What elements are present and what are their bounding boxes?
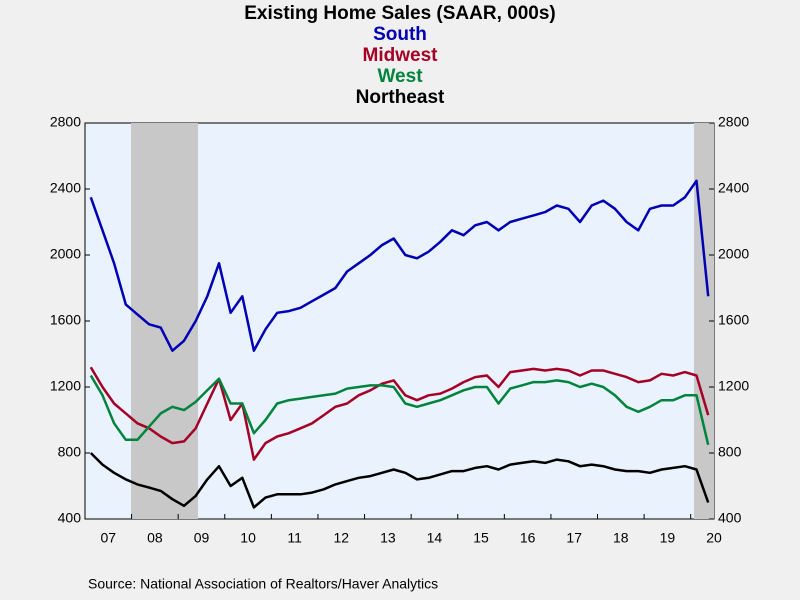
series-line [89, 374, 710, 446]
y-tick-label: 1600 [50, 312, 81, 328]
y-tick-label: 800 [58, 444, 82, 460]
series-line [89, 179, 710, 352]
x-tick-label: 07 [101, 530, 117, 546]
y2-tick-label: 2800 [718, 114, 749, 130]
legend-entry: West [377, 66, 423, 87]
x-tick-label: 08 [147, 530, 163, 546]
y-tick-label: 1200 [50, 378, 81, 394]
y2-tick-label: 2400 [718, 180, 749, 196]
series-line [89, 366, 710, 461]
y-tick-label: 2800 [50, 114, 81, 130]
y2-tick-label: 2000 [718, 246, 749, 262]
recession-shading [131, 123, 198, 519]
x-tick-label: 16 [520, 530, 536, 546]
x-tick-label: 17 [566, 530, 582, 546]
x-tick-label: 19 [660, 530, 676, 546]
x-tick-label: 12 [333, 530, 349, 546]
y2-tick-label: 800 [718, 444, 742, 460]
x-tick-label: 14 [427, 530, 443, 546]
x-tick-label: 20 [706, 530, 722, 546]
series-line [89, 452, 710, 509]
x-tick-label: 18 [613, 530, 629, 546]
x-tick-label: 11 [287, 530, 302, 546]
legend-entry: Midwest [363, 45, 439, 66]
source: Source: National Association of Realtors… [88, 576, 438, 592]
y2-tick-label: 400 [718, 510, 742, 526]
x-tick-label: 13 [380, 530, 396, 546]
x-tick-label: 15 [473, 530, 489, 546]
y2-tick-label: 1600 [718, 312, 749, 328]
x-tick-label: 10 [240, 530, 256, 546]
x-tick-label: 09 [194, 530, 210, 546]
chart-title: Existing Home Sales (SAAR, 000s) [244, 3, 556, 24]
y-tick-label: 2000 [50, 246, 81, 262]
y-tick-label: 2400 [50, 180, 81, 196]
y2-tick-label: 1200 [718, 378, 749, 394]
legend-entry: Northeast [356, 87, 445, 108]
legend-entry: South [373, 24, 427, 45]
y-tick-label: 400 [58, 510, 82, 526]
recession-shading [694, 123, 714, 519]
